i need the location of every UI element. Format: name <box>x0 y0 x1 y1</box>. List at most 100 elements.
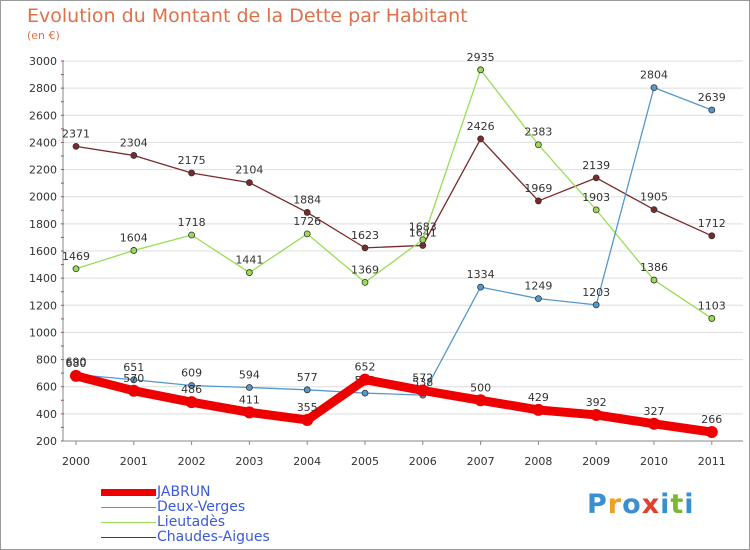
data-label-chaudes-aigues: 1623 <box>351 229 379 242</box>
y-tick-label: 1600 <box>29 245 57 258</box>
legend-swatch-deux-verges <box>101 507 156 508</box>
data-label-lieutades: 1683 <box>409 221 437 234</box>
series-line-deux-verges <box>75 86 713 396</box>
y-tick-label: 1000 <box>29 326 57 339</box>
x-tick-label: 2010 <box>640 455 668 468</box>
logo-letter: o <box>622 489 642 520</box>
data-point-jabrun <box>474 394 487 407</box>
y-tick-label: 2600 <box>29 109 57 122</box>
legend-item-chaudes-aigues: Chaudes-Aigues <box>101 529 321 545</box>
data-point-chaudes-aigues <box>245 179 253 187</box>
series-line-jabrun <box>71 371 717 437</box>
data-point-lieutades <box>245 269 253 276</box>
data-label-lieutades: 1604 <box>120 231 148 244</box>
series-line-chaudes-aigues <box>75 138 713 249</box>
logo-letter: i <box>684 489 695 520</box>
data-label-jabrun: 572 <box>412 372 433 385</box>
data-point-deux-verges <box>130 376 138 384</box>
data-point-deux-verges <box>535 295 542 303</box>
data-point-chaudes-aigues <box>303 209 311 216</box>
data-label-lieutades: 2935 <box>467 51 495 64</box>
x-tick-label: 2009 <box>582 455 610 468</box>
data-point-chaudes-aigues <box>188 169 196 177</box>
data-point-lieutades <box>303 230 311 238</box>
data-point-deux-verges <box>361 389 369 397</box>
proxiti-logo: Proxiti <box>587 489 695 520</box>
data-point-chaudes-aigues <box>130 152 138 159</box>
data-point-jabrun <box>590 408 603 421</box>
y-tick-label: 1200 <box>29 299 57 312</box>
data-point-jabrun <box>416 384 429 397</box>
data-point-jabrun <box>243 406 256 419</box>
data-label-deux-verges: 2804 <box>640 69 668 82</box>
data-point-jabrun <box>185 396 198 409</box>
x-tick-label: 2006 <box>409 455 437 468</box>
data-label-deux-verges: 594 <box>239 369 260 382</box>
legend-swatch-lieutades <box>101 522 156 523</box>
chart-subtitle: (en €) <box>27 29 60 42</box>
data-label-lieutades: 1903 <box>582 191 610 204</box>
y-tick-label: 3000 <box>29 55 57 68</box>
data-label-chaudes-aigues: 2371 <box>62 127 90 140</box>
data-point-lieutades <box>650 276 658 284</box>
data-label-deux-verges: 1203 <box>582 286 610 299</box>
x-tick-label: 2003 <box>235 455 263 468</box>
data-label-jabrun: 266 <box>701 413 722 426</box>
logo-letter: x <box>641 489 661 520</box>
data-label-jabrun: 392 <box>586 396 607 409</box>
data-point-chaudes-aigues <box>708 232 716 240</box>
x-tick-label: 2011 <box>698 455 726 468</box>
legend-label-lieutades: Lieutadès <box>157 514 226 530</box>
y-tick-label: 1800 <box>29 218 57 231</box>
data-label-lieutades: 1103 <box>698 299 726 312</box>
data-label-lieutades: 1469 <box>62 250 90 263</box>
data-point-jabrun <box>70 369 82 382</box>
data-label-chaudes-aigues: 1712 <box>698 217 726 230</box>
data-point-lieutades <box>592 206 600 214</box>
logo-letter: t <box>670 489 685 520</box>
x-tick-label: 2002 <box>178 455 206 468</box>
y-tick-label: 1400 <box>29 272 57 285</box>
data-label-jabrun: 411 <box>239 393 260 406</box>
y-tick-label: 200 <box>36 435 57 448</box>
y-tick-label: 2800 <box>29 82 57 95</box>
y-tick-label: 2400 <box>29 136 57 149</box>
data-label-jabrun: 429 <box>528 391 549 404</box>
y-tick-label: 400 <box>36 408 57 421</box>
data-label-chaudes-aigues: 1905 <box>640 191 668 204</box>
logo-letter: i <box>660 489 671 520</box>
data-point-lieutades <box>708 315 716 322</box>
legend-item-deux-verges: Deux-Verges <box>101 499 321 515</box>
data-point-deux-verges <box>245 384 253 391</box>
y-tick-label: 600 <box>36 381 57 394</box>
data-label-jabrun: 570 <box>123 372 144 385</box>
data-point-lieutades <box>535 141 542 149</box>
chart-legend: JABRUN Deux-Verges Lieutadès Chaudes-Aig… <box>101 484 321 545</box>
logo-letter: r <box>607 489 623 520</box>
data-label-lieutades: 1726 <box>293 215 321 228</box>
data-point-chaudes-aigues <box>419 242 427 249</box>
data-point-lieutades <box>72 265 80 273</box>
data-point-jabrun <box>127 384 140 397</box>
data-point-chaudes-aigues <box>72 142 80 150</box>
data-point-chaudes-aigues <box>592 174 600 182</box>
data-label-deux-verges: 609 <box>181 366 202 379</box>
data-label-jabrun: 500 <box>470 381 491 394</box>
data-label-jabrun: 355 <box>297 401 318 414</box>
series-line-lieutades <box>75 69 713 320</box>
data-label-lieutades: 1718 <box>178 216 206 229</box>
legend-label-jabrun: JABRUN <box>157 484 211 500</box>
data-label-chaudes-aigues: 1884 <box>293 193 321 206</box>
data-label-jabrun: 327 <box>644 405 665 418</box>
y-tick-label: 800 <box>36 354 57 367</box>
data-point-lieutades <box>130 247 138 254</box>
data-label-deux-verges: 2639 <box>698 91 726 104</box>
legend-swatch-jabrun <box>101 489 156 496</box>
chart-title: Evolution du Montant de la Dette par Hab… <box>27 5 468 27</box>
data-point-lieutades <box>361 278 369 286</box>
data-point-deux-verges <box>477 283 485 291</box>
data-label-jabrun: 680 <box>66 357 87 370</box>
data-label-chaudes-aigues: 1641 <box>409 226 437 239</box>
y-tick-label: 2200 <box>29 164 57 177</box>
